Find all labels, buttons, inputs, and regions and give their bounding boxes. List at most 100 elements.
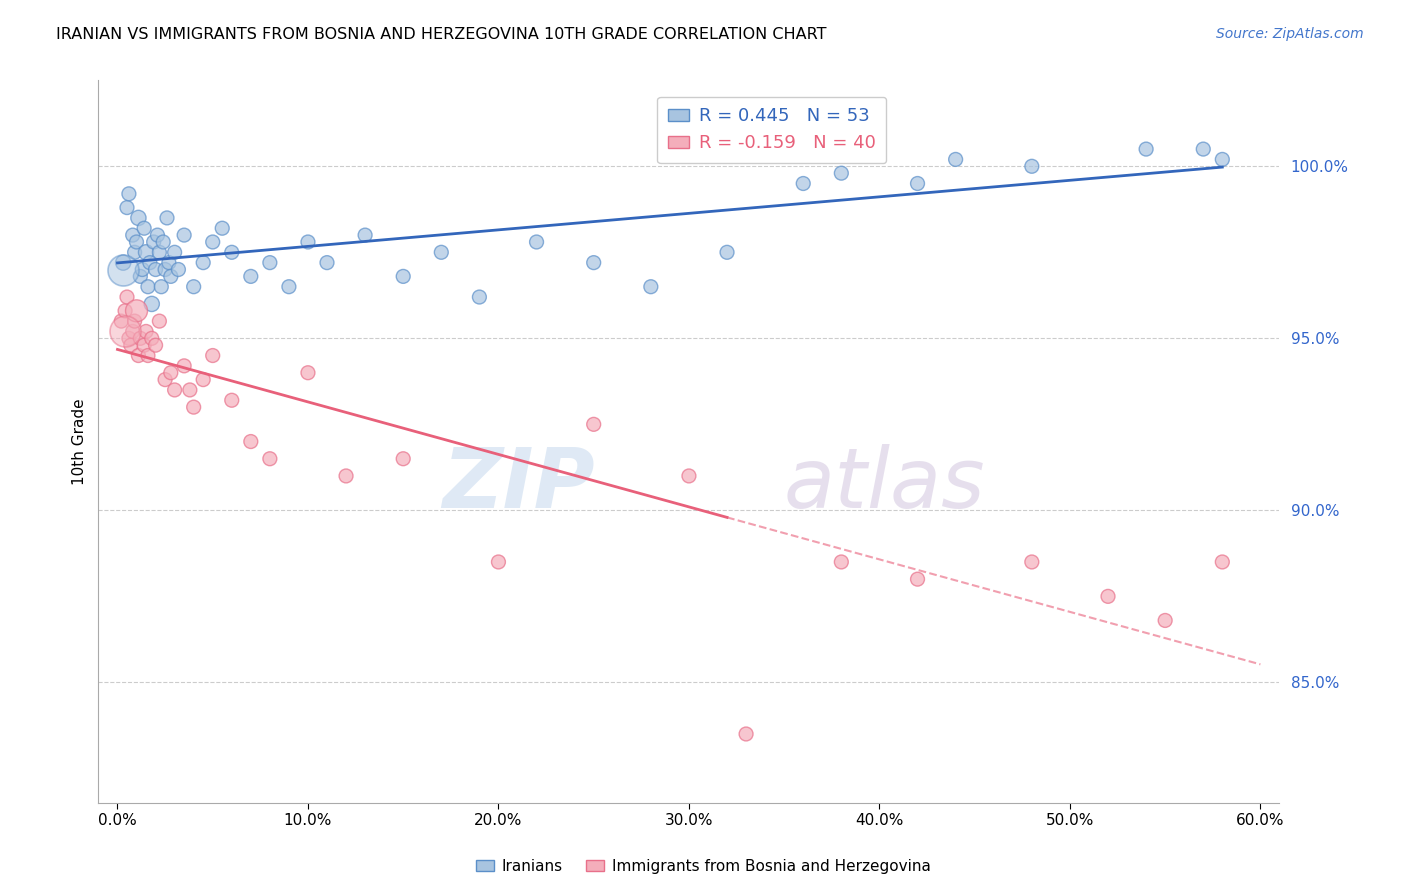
Point bbox=[183, 400, 205, 414]
Point bbox=[945, 153, 967, 167]
Point bbox=[201, 235, 224, 249]
Point bbox=[259, 451, 281, 466]
Point bbox=[179, 383, 201, 397]
Point bbox=[153, 373, 176, 387]
Point bbox=[163, 245, 186, 260]
Point bbox=[716, 245, 738, 260]
Point bbox=[297, 366, 319, 380]
Point bbox=[134, 221, 156, 235]
Point bbox=[115, 290, 138, 304]
Y-axis label: 10th Grade: 10th Grade bbox=[72, 398, 87, 485]
Point bbox=[1154, 614, 1177, 628]
Point bbox=[124, 314, 146, 328]
Legend: Iranians, Immigrants from Bosnia and Herzegovina: Iranians, Immigrants from Bosnia and Her… bbox=[470, 853, 936, 880]
Point bbox=[735, 727, 758, 741]
Point bbox=[148, 314, 170, 328]
Point bbox=[167, 262, 190, 277]
Point bbox=[392, 269, 415, 284]
Point bbox=[129, 331, 152, 345]
Point bbox=[114, 303, 136, 318]
Point bbox=[316, 255, 339, 269]
Point bbox=[239, 434, 262, 449]
Text: IRANIAN VS IMMIGRANTS FROM BOSNIA AND HERZEGOVINA 10TH GRADE CORRELATION CHART: IRANIAN VS IMMIGRANTS FROM BOSNIA AND HE… bbox=[56, 27, 827, 42]
Point bbox=[830, 555, 852, 569]
Point bbox=[148, 245, 170, 260]
Point bbox=[118, 331, 141, 345]
Point bbox=[136, 279, 159, 293]
Point bbox=[173, 228, 195, 243]
Point bbox=[135, 245, 157, 260]
Point bbox=[121, 325, 143, 339]
Point bbox=[141, 297, 163, 311]
Point bbox=[907, 177, 929, 191]
Point bbox=[157, 255, 180, 269]
Point bbox=[125, 303, 148, 318]
Point bbox=[159, 366, 181, 380]
Point bbox=[173, 359, 195, 373]
Point bbox=[120, 338, 142, 352]
Point bbox=[1211, 555, 1233, 569]
Point bbox=[127, 349, 149, 363]
Point bbox=[146, 228, 169, 243]
Point bbox=[163, 383, 186, 397]
Point bbox=[115, 201, 138, 215]
Point bbox=[134, 338, 156, 352]
Point bbox=[392, 451, 415, 466]
Point bbox=[124, 245, 146, 260]
Point bbox=[221, 393, 243, 408]
Point bbox=[239, 269, 262, 284]
Point bbox=[159, 269, 181, 284]
Point bbox=[201, 349, 224, 363]
Point bbox=[135, 325, 157, 339]
Point bbox=[297, 235, 319, 249]
Point bbox=[468, 290, 491, 304]
Point bbox=[112, 255, 135, 269]
Point bbox=[582, 255, 605, 269]
Point bbox=[145, 338, 167, 352]
Point bbox=[221, 245, 243, 260]
Text: Source: ZipAtlas.com: Source: ZipAtlas.com bbox=[1216, 27, 1364, 41]
Point bbox=[150, 279, 173, 293]
Point bbox=[121, 228, 143, 243]
Point bbox=[335, 469, 357, 483]
Point bbox=[259, 255, 281, 269]
Point bbox=[114, 325, 136, 339]
Point bbox=[110, 314, 132, 328]
Point bbox=[183, 279, 205, 293]
Point bbox=[1021, 159, 1043, 173]
Point bbox=[193, 255, 215, 269]
Point bbox=[640, 279, 662, 293]
Point bbox=[118, 186, 141, 201]
Point bbox=[430, 245, 453, 260]
Point bbox=[112, 262, 135, 277]
Point bbox=[1097, 590, 1119, 604]
Point bbox=[1192, 142, 1215, 156]
Point bbox=[193, 373, 215, 387]
Point bbox=[127, 211, 149, 225]
Point bbox=[526, 235, 548, 249]
Point bbox=[139, 255, 162, 269]
Point bbox=[678, 469, 700, 483]
Point bbox=[125, 235, 148, 249]
Point bbox=[136, 349, 159, 363]
Point bbox=[488, 555, 510, 569]
Point bbox=[152, 235, 174, 249]
Point bbox=[131, 262, 153, 277]
Point bbox=[145, 262, 167, 277]
Legend: R = 0.445   N = 53, R = -0.159   N = 40: R = 0.445 N = 53, R = -0.159 N = 40 bbox=[657, 96, 886, 163]
Point bbox=[129, 269, 152, 284]
Point bbox=[156, 211, 179, 225]
Point bbox=[1211, 153, 1233, 167]
Point bbox=[211, 221, 233, 235]
Point bbox=[582, 417, 605, 432]
Point bbox=[1021, 555, 1043, 569]
Point bbox=[907, 572, 929, 586]
Text: atlas: atlas bbox=[783, 444, 986, 525]
Point bbox=[1135, 142, 1157, 156]
Point bbox=[792, 177, 814, 191]
Point bbox=[141, 331, 163, 345]
Point bbox=[277, 279, 299, 293]
Point bbox=[830, 166, 852, 180]
Text: ZIP: ZIP bbox=[441, 444, 595, 525]
Point bbox=[354, 228, 377, 243]
